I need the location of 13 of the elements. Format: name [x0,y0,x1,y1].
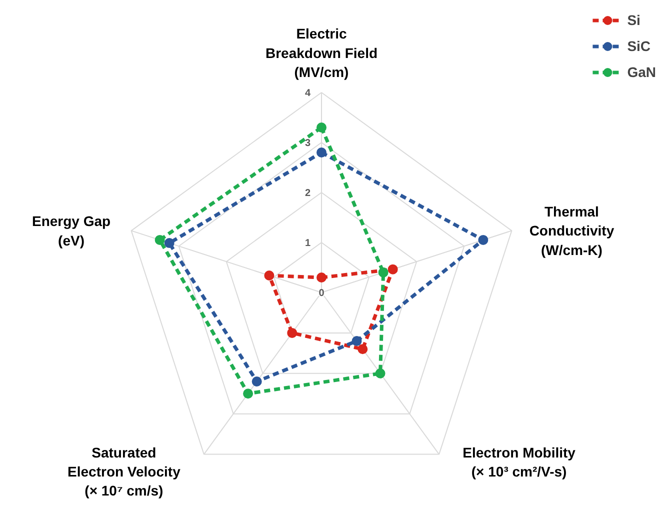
legend-label: SiC [627,38,651,54]
y-tick-label: 1 [304,238,311,249]
legend-label: Si [627,12,642,28]
legend-label: GaN [627,64,656,80]
y-tick-label: 2 [304,188,311,199]
y-tick-label: 3 [304,138,311,149]
spoke-label: Electric Breakdown Field (MV/cm) [265,26,378,80]
spoke-label: Electron Mobility (× 10³ cm²/V-s) [462,444,576,480]
spoke-label: Saturated Electron Velocity (× 10⁷ cm/s) [68,444,181,499]
y-tick-label: 0 [318,288,325,299]
spoke-label: Energy Gap (eV) [32,213,111,248]
spoke-label: Thermal Conductivity (W/cm-K) [529,203,614,258]
y-tick-label: 4 [304,88,311,99]
